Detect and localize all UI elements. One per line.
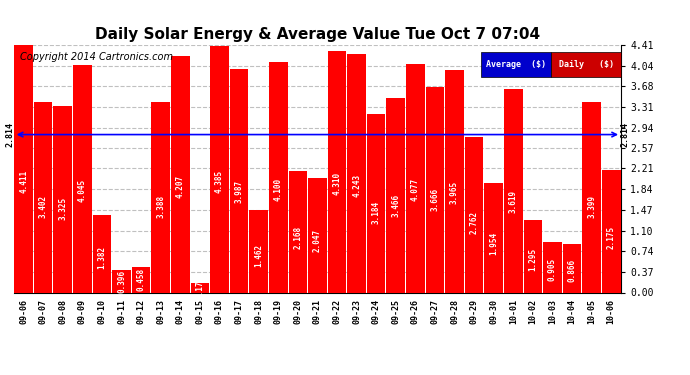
Text: Average  ($): Average ($)	[486, 60, 546, 69]
Text: 1.382: 1.382	[97, 246, 106, 269]
Text: 4.207: 4.207	[176, 175, 185, 198]
Text: 1.462: 1.462	[254, 244, 263, 267]
Bar	[92, 215, 111, 292]
Bar	[445, 70, 464, 292]
Text: 4.100: 4.100	[274, 177, 283, 201]
Text: 3.619: 3.619	[509, 189, 518, 213]
Text: 2.814: 2.814	[6, 122, 14, 147]
Bar	[347, 54, 366, 292]
Bar	[308, 178, 326, 292]
Bar	[288, 171, 307, 292]
Bar	[269, 62, 288, 292]
Bar	[73, 66, 92, 292]
Bar	[132, 267, 150, 292]
Text: 2.175: 2.175	[607, 226, 615, 249]
Text: 0.178: 0.178	[195, 276, 204, 299]
Title: Daily Solar Energy & Average Value Tue Oct 7 07:04: Daily Solar Energy & Average Value Tue O…	[95, 27, 540, 42]
Text: Daily   ($): Daily ($)	[559, 60, 613, 69]
Bar	[14, 45, 33, 292]
Bar	[426, 87, 444, 292]
FancyBboxPatch shape	[482, 53, 551, 77]
Text: 0.458: 0.458	[137, 268, 146, 291]
Bar	[367, 114, 386, 292]
Bar	[210, 46, 229, 292]
Text: 3.466: 3.466	[391, 194, 400, 216]
Bar	[151, 102, 170, 292]
Text: 3.325: 3.325	[58, 197, 67, 220]
Bar	[563, 244, 582, 292]
Text: 4.045: 4.045	[78, 179, 87, 202]
Text: 4.077: 4.077	[411, 178, 420, 201]
Text: 2.168: 2.168	[293, 226, 302, 249]
Text: 2.762: 2.762	[470, 211, 479, 234]
Text: 4.310: 4.310	[333, 172, 342, 195]
Text: 0.866: 0.866	[568, 259, 577, 282]
Bar	[230, 69, 248, 292]
Bar	[543, 242, 562, 292]
Text: 1.295: 1.295	[529, 248, 538, 272]
Bar	[34, 102, 52, 292]
Bar	[524, 220, 542, 292]
Bar	[582, 102, 601, 292]
Bar	[171, 56, 190, 292]
Bar	[386, 98, 405, 292]
Text: 1.954: 1.954	[489, 232, 498, 255]
Bar	[602, 170, 620, 292]
Bar	[112, 270, 131, 292]
Text: 3.184: 3.184	[372, 201, 381, 223]
Text: 3.402: 3.402	[39, 195, 48, 218]
Text: 4.385: 4.385	[215, 170, 224, 194]
Text: 3.399: 3.399	[587, 195, 596, 218]
Text: 0.905: 0.905	[548, 258, 557, 281]
Text: 3.388: 3.388	[156, 195, 165, 219]
Bar	[249, 210, 268, 292]
Bar	[190, 282, 209, 292]
Bar	[328, 51, 346, 292]
Text: 3.987: 3.987	[235, 180, 244, 203]
Bar	[406, 64, 424, 292]
Text: 4.243: 4.243	[352, 174, 361, 197]
Text: 4.411: 4.411	[19, 170, 28, 193]
Text: 3.965: 3.965	[450, 181, 459, 204]
Bar	[504, 89, 522, 292]
Bar	[465, 138, 484, 292]
Text: 3.666: 3.666	[431, 188, 440, 211]
FancyBboxPatch shape	[551, 53, 621, 77]
Text: 2.047: 2.047	[313, 229, 322, 252]
Bar	[53, 106, 72, 292]
Bar	[484, 183, 503, 292]
Text: 0.396: 0.396	[117, 270, 126, 293]
Text: 2.814: 2.814	[620, 122, 629, 147]
Text: Copyright 2014 Cartronics.com: Copyright 2014 Cartronics.com	[20, 53, 173, 62]
